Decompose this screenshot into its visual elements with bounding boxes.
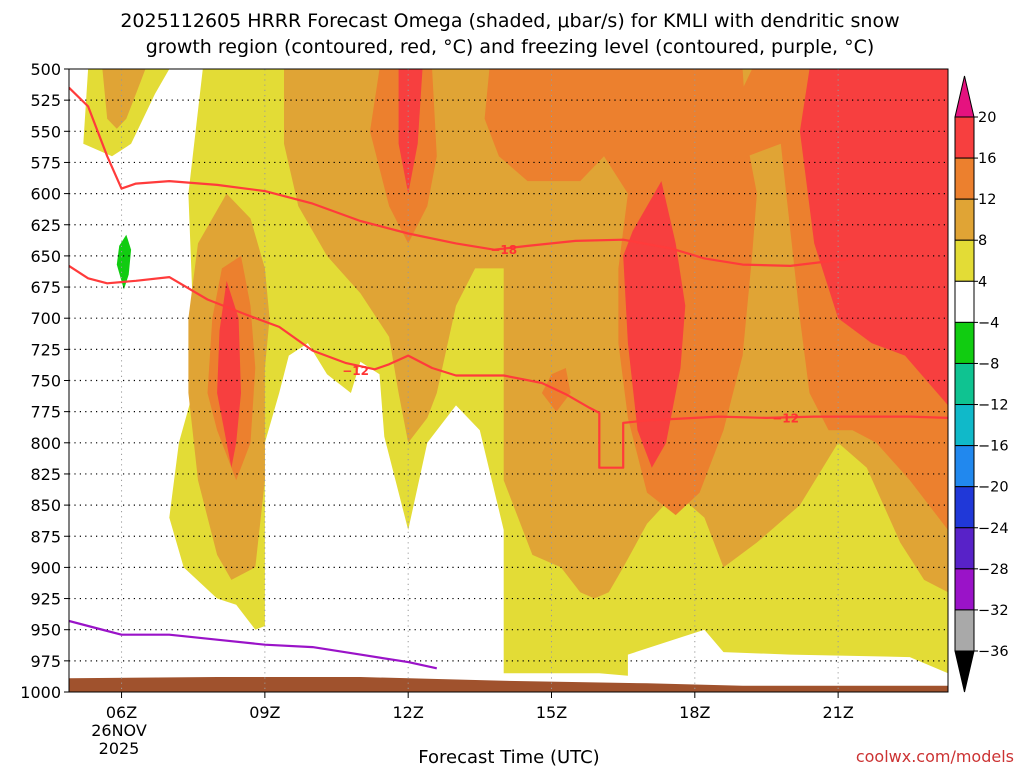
y-axis: 500 525 550 575 600 625 650 675 700 725 750 775 800 8… [20, 60, 69, 702]
freezing-level-contour [69, 619, 438, 670]
y-tick-label-725: 725 [30, 340, 61, 359]
x-tick-label-12Z: 12Z [393, 703, 424, 722]
colorbar-label-12: −32 [978, 603, 1009, 619]
y-tick-label-650: 650 [30, 247, 61, 266]
omega-8-region-a [102, 69, 146, 129]
y-tick-label-550: 550 [30, 122, 61, 141]
date-label-day: 26NOV [91, 721, 147, 740]
x-axis: 06Z 09Z 12Z 15Z 18Z 21Z [106, 692, 854, 722]
colorbar-label-2: 12 [978, 192, 996, 208]
colorbar-label-1: 16 [978, 151, 996, 167]
date-label-year: 2025 [99, 739, 140, 758]
y-tick-label-1000: 1000 [20, 683, 61, 702]
y-tick-label-975: 975 [30, 652, 61, 671]
y-tick-label-775: 775 [30, 403, 61, 422]
omega-12-region-c [484, 69, 757, 516]
y-tick-label-675: 675 [30, 278, 61, 297]
y-tick-label-575: 575 [30, 153, 61, 172]
x-tick-label-06Z: 06Z [106, 703, 137, 722]
colorbar-bin--32 [954, 568, 975, 611]
contour-label-1: −12 [342, 364, 369, 378]
y-tick-label-950: 950 [30, 621, 61, 640]
colorbar-label-10: −24 [978, 521, 1009, 537]
colorbar-label-8: −16 [978, 439, 1009, 455]
y-tick-label-925: 925 [30, 590, 61, 609]
x-tick-label-15Z: 15Z [536, 703, 567, 722]
y-tick-label-625: 625 [30, 216, 61, 235]
contour-label-2: −12 [772, 411, 799, 425]
colorbar-top-arrow [954, 75, 975, 118]
colorbar-label-4: 4 [978, 274, 987, 290]
colorbar-bin-8 [954, 198, 975, 241]
x-tick-label-21Z: 21Z [822, 703, 853, 722]
x-tick-label-18Z: 18Z [679, 703, 710, 722]
colorbar-bin-4 [954, 239, 975, 282]
y-tick-label-800: 800 [30, 434, 61, 453]
colorbar-label-11: −28 [978, 562, 1009, 578]
colorbar-bin--16 [954, 404, 975, 447]
colorbar-bin-16 [954, 116, 975, 159]
omega-16-region-d [799, 69, 948, 406]
colorbar: 20 16 12 8 4 −4 −8 −12 −16 −20 −24 −28 −32 −36 [954, 75, 1009, 693]
y-tick-label-875: 875 [30, 527, 61, 546]
colorbar-label-3: 8 [978, 233, 987, 249]
colorbar-bottom-arrow [954, 650, 975, 693]
chart-title-line-1: 2025112605 HRRR Forecast Omega (shaded, … [120, 10, 899, 32]
contour-label-0: −18 [490, 243, 517, 257]
colorbar-bin--20 [954, 445, 975, 488]
x-axis-label: Forecast Time (UTC) [418, 747, 599, 768]
omega-8-region-c [284, 69, 948, 599]
y-tick-label-750: 750 [30, 372, 61, 391]
omega-16-region-c [623, 181, 686, 468]
colorbar-label-7: −12 [978, 398, 1009, 414]
dgz-contour-upper [69, 86, 853, 267]
colorbar-label-0: 20 [978, 110, 996, 126]
colorbar-bin--8 [954, 321, 975, 364]
y-tick-label-900: 900 [30, 558, 61, 577]
surface-terrain [69, 677, 948, 692]
y-tick-label-500: 500 [30, 60, 61, 79]
y-tick-label-525: 525 [30, 91, 61, 110]
colorbar-label-5: −4 [978, 315, 999, 331]
x-tick-label-09Z: 09Z [249, 703, 280, 722]
colorbar-label-13: −36 [978, 644, 1009, 660]
colorbar-bin--4 [954, 280, 975, 323]
dgz-contour-lower [69, 264, 948, 469]
colorbar-bin--12 [954, 362, 975, 406]
omega-16-region-a [217, 280, 241, 468]
colorbar-bin--36 [954, 609, 975, 652]
omega-neg8-region-a [116, 234, 132, 290]
colorbar-label-9: −20 [978, 480, 1009, 496]
colorbar-bin--24 [954, 486, 975, 529]
y-tick-label-600: 600 [30, 185, 61, 204]
chart-title-line-2: growth region (contoured, red, °C) and f… [146, 36, 875, 58]
plot-area: −18 −12 −12 [68, 68, 949, 693]
credit-text: coolwx.com/models [856, 747, 1014, 766]
colorbar-bin--28 [954, 527, 975, 570]
y-tick-label-825: 825 [30, 465, 61, 484]
colorbar-label-6: −8 [978, 356, 999, 372]
y-tick-label-850: 850 [30, 496, 61, 515]
colorbar-bin-12 [954, 157, 975, 200]
y-tick-label-700: 700 [30, 309, 61, 328]
